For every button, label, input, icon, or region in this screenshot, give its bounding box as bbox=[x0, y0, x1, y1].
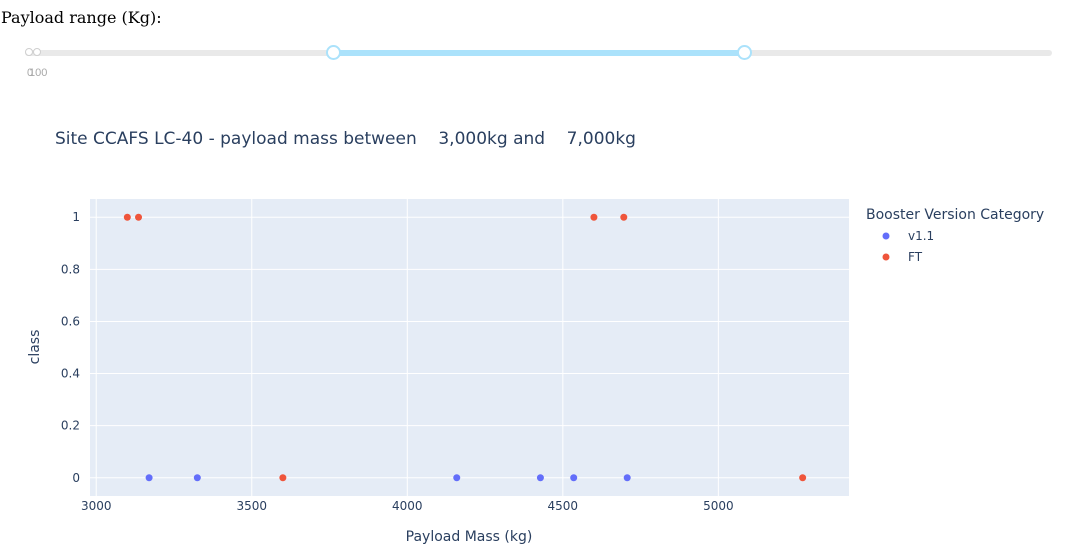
grid-lines bbox=[90, 199, 849, 496]
x-tick-label: 3500 bbox=[236, 499, 267, 513]
data-point-v1-1[interactable] bbox=[570, 474, 578, 482]
data-point-FT[interactable] bbox=[135, 213, 143, 221]
y-tick-label: 0 bbox=[72, 471, 80, 485]
y-tick-label: 1 bbox=[72, 210, 80, 224]
x-tick-label: 4000 bbox=[392, 499, 423, 513]
y-axis-ticks: 0 0.2 0.4 0.6 0.8 1 bbox=[61, 210, 80, 485]
x-axis-ticks: 3000 3500 4000 4500 5000 bbox=[81, 499, 734, 513]
payload-range-slider-selection[interactable] bbox=[333, 50, 744, 56]
legend-item-label[interactable]: FT bbox=[908, 250, 923, 264]
x-axis-title: Payload Mass (kg) bbox=[406, 529, 533, 545]
legend-item-label[interactable]: v1.1 bbox=[908, 229, 934, 243]
data-point-v1-1[interactable] bbox=[453, 474, 461, 482]
slider-mark-label: 100 bbox=[29, 67, 48, 79]
legend-title: Booster Version Category bbox=[866, 207, 1044, 223]
y-tick-label: 0.2 bbox=[61, 419, 80, 433]
x-tick-label: 5000 bbox=[703, 499, 734, 513]
x-tick-label: 3000 bbox=[81, 499, 112, 513]
slider-mark-label: 0 bbox=[27, 67, 34, 79]
y-tick-label: 0.4 bbox=[61, 367, 80, 381]
data-points bbox=[123, 213, 807, 482]
data-point-FT[interactable] bbox=[590, 213, 598, 221]
slider-mark-handle bbox=[33, 48, 41, 56]
payload-range-label: Payload range (Kg): bbox=[1, 8, 162, 27]
data-point-v1-1[interactable] bbox=[536, 474, 544, 482]
data-point-FT[interactable] bbox=[123, 213, 131, 221]
data-point-v1-1[interactable] bbox=[193, 474, 201, 482]
data-point-v1-1[interactable] bbox=[145, 474, 153, 482]
payload-range-high-handle[interactable] bbox=[736, 45, 752, 60]
data-point-FT[interactable] bbox=[620, 213, 628, 221]
slider-min-mark-handle bbox=[25, 48, 33, 56]
payload-range-low-handle[interactable] bbox=[326, 45, 342, 60]
legend[interactable]: v1.1 FT bbox=[882, 229, 935, 264]
y-axis-title: class bbox=[27, 330, 43, 365]
plot-area bbox=[90, 199, 849, 496]
x-tick-label: 4500 bbox=[548, 499, 579, 513]
y-tick-label: 0.8 bbox=[61, 262, 80, 276]
legend-marker[interactable] bbox=[882, 253, 890, 261]
data-point-FT[interactable] bbox=[799, 474, 807, 482]
data-point-v1-1[interactable] bbox=[623, 474, 631, 482]
legend-marker[interactable] bbox=[882, 232, 890, 240]
y-tick-label: 0.6 bbox=[61, 314, 80, 328]
chart-title: Site CCAFS LC-40 - payload mass between … bbox=[55, 129, 636, 149]
data-point-FT[interactable] bbox=[279, 474, 287, 482]
